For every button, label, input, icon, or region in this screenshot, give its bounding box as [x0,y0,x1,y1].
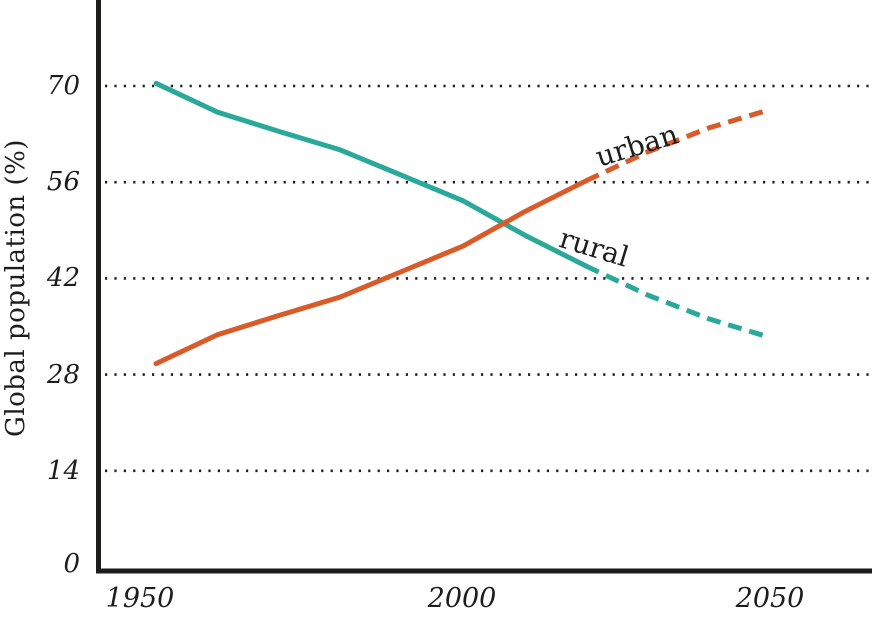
y-tick-label-0: 0 [63,549,80,579]
y-tick-label-70: 70 [46,71,80,101]
y-tick-label-42: 42 [46,263,80,293]
urban-line-solid [153,178,589,367]
x-tick-label-2000: 2000 [427,583,497,614]
y-tick-label-56: 56 [46,167,80,197]
rural-line-solid [153,80,589,269]
y-tick-label-14: 14 [46,456,80,486]
x-tick-label-2050: 2050 [735,583,805,614]
urban-line-projection-dashed [584,107,772,184]
y-tick-label-28: 28 [46,360,80,390]
rural-line-projection-dashed [584,263,772,340]
x-tick-label-1950: 1950 [105,583,175,614]
